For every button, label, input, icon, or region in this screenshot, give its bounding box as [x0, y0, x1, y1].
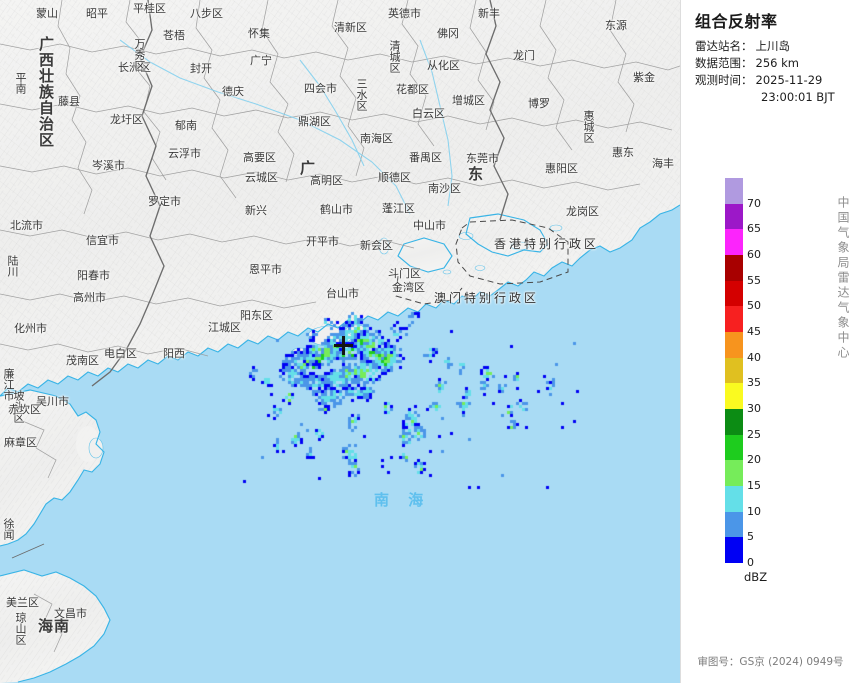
colorbar-tick-60: 60: [747, 248, 761, 261]
radar-metadata-block: 雷达站名： 上川岛 数据范围： 256 km 观测时间： 2025-11-29 …: [695, 38, 855, 106]
radar-map-panel[interactable]: 广西壮族自治区广东海南 香港特别行政区 澳门特别行政区 蒙山 昭平 平桂区 八步区 怀集 清新区…: [0, 0, 680, 683]
meta-value-station: 上川岛: [755, 39, 791, 53]
meta-label-time: 观测时间：: [695, 73, 753, 87]
colorbar-gradient: [725, 177, 743, 563]
colorbar-tick-30: 30: [747, 402, 761, 415]
colorbar-segment-35: [725, 357, 743, 384]
colorbar-segment-15: [725, 460, 743, 486]
colorbar-segment-25: [725, 408, 743, 435]
colorbar-segment-50: [725, 280, 743, 307]
meta-row-time-second-line: 23:00:01 BJT: [695, 89, 855, 106]
colorbar-tick-70: 70: [747, 196, 761, 210]
meta-row-range: 数据范围： 256 km: [695, 55, 855, 72]
map-approval-number: 审图号：GS京 (2024) 0949号: [697, 656, 844, 668]
radar-echo-layer: [0, 0, 680, 683]
colorbar-tick-5: 5: [747, 530, 754, 544]
meta-label-station: 雷达站名：: [695, 39, 753, 53]
colorbar-tick-40: 40: [747, 350, 761, 364]
info-side-panel: 组合反射率 雷达站名： 上川岛 数据范围： 256 km 观测时间： 2025-…: [680, 0, 860, 683]
colorbar-tick-10: 10: [747, 504, 761, 518]
colorbar-legend: 0 5 10 15 20 25 30 35 40 45 50 55 60 65 70: [725, 177, 815, 568]
colorbar-tick-50: 50: [747, 299, 761, 313]
colorbar-segment-70: [725, 177, 743, 204]
colorbar-tick-65: 65: [747, 222, 761, 236]
colorbar-tick-labels: 0 5 10 15 20 25 30 35 40 45 50 55 60 65 70: [747, 178, 807, 568]
colorbar-segment-60: [725, 229, 743, 255]
colorbar-segment-30: [725, 383, 743, 409]
colorbar-segment-20: [725, 434, 743, 461]
colorbar-segment-65: [725, 203, 743, 230]
colorbar-segment-40: [725, 331, 743, 358]
colorbar-tick-35: 35: [747, 376, 761, 390]
colorbar-tick-15: 15: [747, 479, 761, 492]
meta-row-station: 雷达站名： 上川岛: [695, 38, 855, 55]
colorbar-segment-45: [725, 306, 743, 332]
meta-row-time: 观测时间： 2025-11-29: [695, 72, 855, 89]
meta-value-time-clock: 23:00:01 BJT: [761, 90, 835, 104]
meta-label-range: 数据范围：: [695, 56, 753, 70]
product-title: 组合反射率: [695, 12, 778, 31]
colorbar-tick-55: 55: [747, 273, 761, 287]
colorbar-tick-20: 20: [747, 453, 761, 467]
colorbar-segment-5: [725, 511, 743, 538]
meta-value-time-date: 2025-11-29: [755, 73, 823, 87]
organization-watermark: 中国气象局雷达气象中心: [836, 196, 850, 361]
colorbar-tick-0: 0: [747, 556, 754, 569]
colorbar-segment-0: [725, 537, 743, 563]
colorbar-unit-label: dBZ: [744, 570, 768, 584]
colorbar-tick-25: 25: [747, 427, 761, 441]
colorbar-segment-10: [725, 485, 743, 512]
colorbar-tick-45: 45: [747, 325, 761, 338]
meta-value-range: 256 km: [755, 56, 799, 70]
colorbar-segment-55: [725, 254, 743, 281]
